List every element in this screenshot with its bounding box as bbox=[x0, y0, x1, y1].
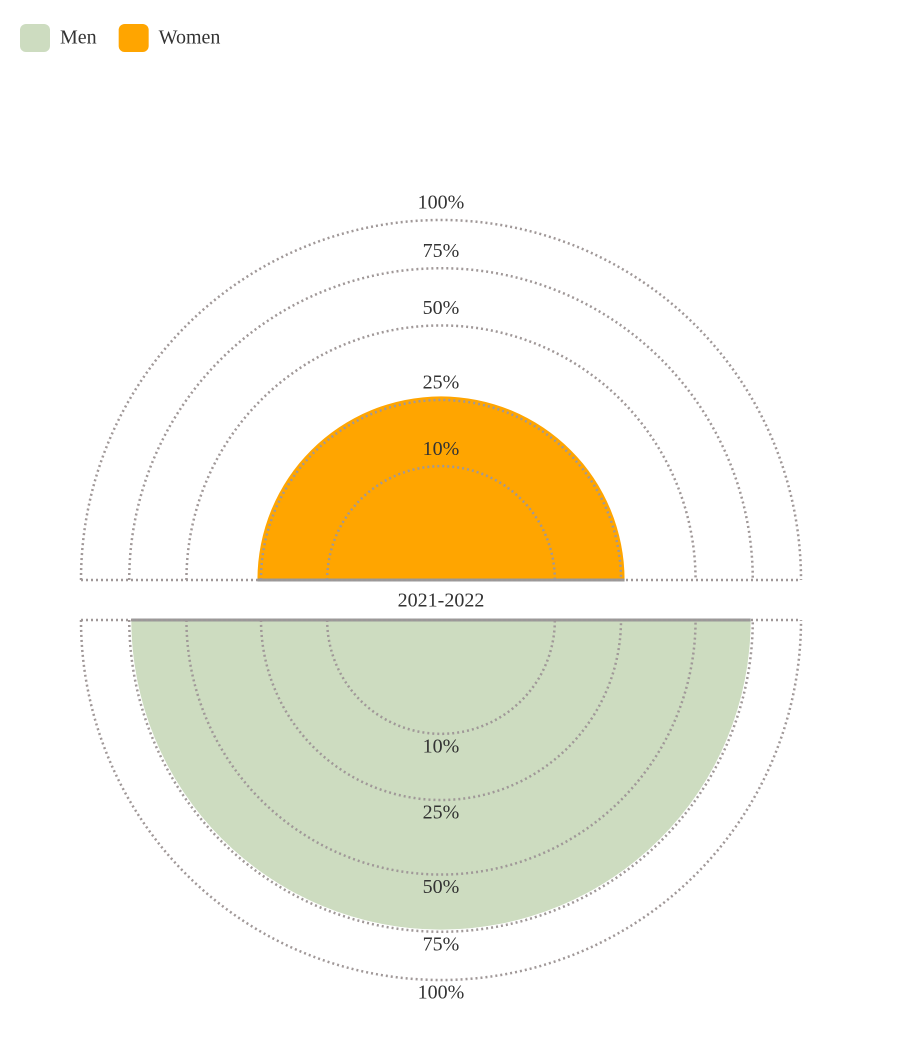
semicircle bbox=[257, 396, 625, 580]
ring-label: 50% bbox=[423, 297, 460, 319]
ring-label: 75% bbox=[423, 933, 460, 955]
legend-swatch bbox=[20, 24, 50, 52]
grid-ring bbox=[79, 218, 803, 581]
legend-label: Women bbox=[159, 27, 221, 49]
ring-label: 100% bbox=[418, 982, 465, 1004]
ring-label: 25% bbox=[423, 802, 460, 824]
legend-label: Men bbox=[60, 27, 97, 49]
ring-label: 50% bbox=[423, 876, 460, 898]
ring-label: 10% bbox=[423, 735, 460, 757]
category-label: 2021-2022 bbox=[398, 590, 485, 612]
ring-label: 75% bbox=[423, 240, 460, 262]
ring-label: 25% bbox=[423, 372, 460, 394]
legend-swatch bbox=[118, 24, 149, 52]
semicircle bbox=[131, 620, 751, 930]
ring-label: 10% bbox=[423, 438, 460, 460]
grid-ring bbox=[79, 619, 803, 982]
grid-ring bbox=[127, 267, 755, 581]
grid-ring bbox=[127, 619, 755, 933]
grid-ring bbox=[259, 619, 623, 802]
ring-label: 100% bbox=[418, 192, 465, 214]
grid-ring bbox=[259, 398, 623, 581]
